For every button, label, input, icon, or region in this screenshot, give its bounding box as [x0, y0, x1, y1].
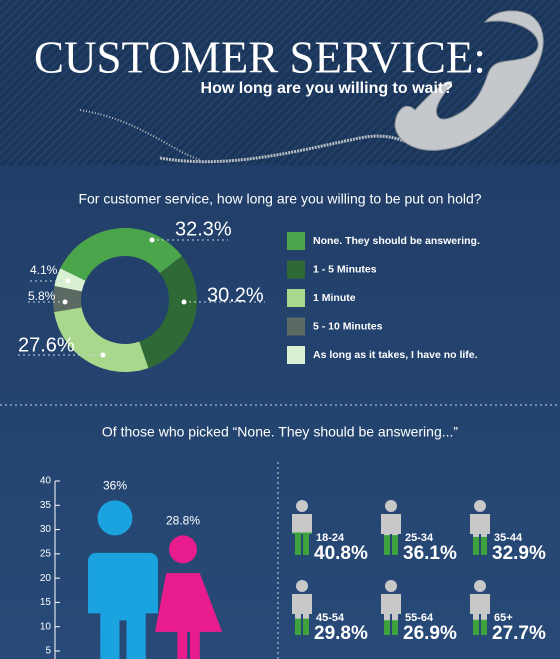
- figure-body: [384, 535, 398, 555]
- legend-swatch: [287, 346, 305, 364]
- value-label: 4.1%: [30, 263, 58, 277]
- donut-slice: [52, 285, 82, 313]
- figure-body: [295, 618, 309, 635]
- value-label: 32.3%: [175, 218, 232, 240]
- y-tick-label: 5: [45, 646, 51, 657]
- age-label: 45-54: [316, 612, 345, 624]
- value-label: 27.6%: [18, 334, 75, 356]
- age-value: 29.8%: [314, 623, 368, 644]
- figure-head: [474, 580, 486, 592]
- figure-body: [473, 619, 487, 635]
- age-label: 55-64: [405, 612, 434, 624]
- age-fill: [384, 535, 398, 555]
- figure-head: [385, 580, 397, 592]
- age-fill: [473, 619, 487, 635]
- legend-label: 1 - 5 Minutes: [313, 263, 377, 275]
- figure-head: [296, 580, 308, 592]
- female-figure: [155, 535, 223, 659]
- legend-swatch: [287, 289, 305, 307]
- age-label: 25-34: [405, 532, 434, 544]
- age-fill: [384, 620, 398, 635]
- age-label: 35-44: [494, 532, 523, 544]
- figure-body: [473, 536, 487, 555]
- age-value: 27.7%: [492, 623, 546, 644]
- y-tick-label: 10: [40, 621, 52, 632]
- age-value: 40.8%: [314, 543, 368, 564]
- y-tick-label: 35: [40, 500, 52, 511]
- y-tick-label: 40: [40, 476, 52, 487]
- age-fill: [473, 536, 487, 555]
- figure-head: [169, 535, 197, 564]
- figure-head: [296, 500, 308, 512]
- donut-title: For customer service, how long are you w…: [78, 191, 481, 207]
- figure-body: [384, 620, 398, 635]
- value-label: 5.8%: [28, 289, 56, 303]
- age-value: 36.1%: [403, 543, 457, 564]
- donut-slice: [139, 255, 197, 369]
- value-label: 30.2%: [207, 284, 264, 306]
- figure-body: [155, 573, 223, 659]
- figure-head: [385, 500, 397, 512]
- age-value: 26.9%: [403, 623, 457, 644]
- legend-swatch: [287, 232, 305, 250]
- legend-label: None. They should be answering.: [313, 235, 480, 247]
- title: CUSTOMER SERVICE:: [34, 32, 486, 82]
- age-fill: [295, 618, 309, 635]
- value-label: 36%: [103, 479, 127, 493]
- leader-dot: [62, 299, 68, 305]
- phone-icon: [79, 10, 544, 164]
- legend-label: 1 Minute: [313, 292, 356, 304]
- y-tick-label: 15: [40, 597, 52, 608]
- male-figure: [80, 500, 158, 659]
- age-label: 18-24: [316, 532, 345, 544]
- figure-body: [80, 552, 158, 659]
- age-fill: [292, 532, 312, 555]
- legend-swatch: [287, 260, 305, 279]
- legend-label: As long as it takes, I have no life.: [313, 349, 478, 361]
- figure-head: [474, 500, 486, 512]
- value-label: 28.8%: [166, 514, 200, 528]
- figure-body: [292, 532, 312, 555]
- y-tick-label: 20: [40, 573, 52, 584]
- legend-label: 5 - 10 Minutes: [313, 320, 383, 332]
- donut-slice: [54, 307, 149, 372]
- age-value: 32.9%: [492, 543, 546, 564]
- legend-swatch: [287, 317, 305, 336]
- y-tick-label: 25: [40, 548, 52, 559]
- age-label: 65+: [494, 612, 513, 624]
- leader-dot: [149, 237, 155, 243]
- figure-title: Of those who picked “None. They should b…: [102, 424, 458, 440]
- leader-dot: [181, 299, 187, 305]
- subtitle: How long are you willing to wait?: [201, 80, 453, 97]
- leader-dot: [100, 352, 106, 358]
- leader-dot: [65, 278, 71, 284]
- figure-head: [97, 500, 133, 536]
- charts: 32.3% 30.2% 27.6% 5.8% 4.1% None. They should…: [18, 218, 546, 659]
- y-tick-label: 30: [40, 524, 52, 535]
